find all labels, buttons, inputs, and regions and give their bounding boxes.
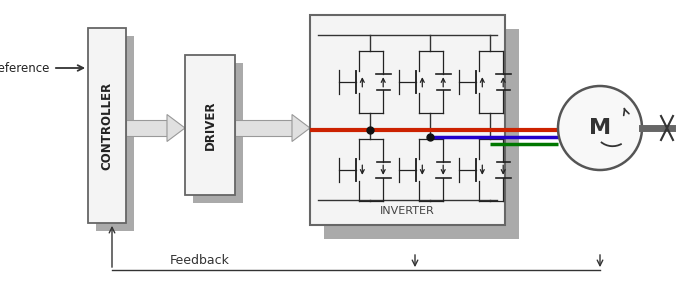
Text: DRIVER: DRIVER [204,100,216,150]
Polygon shape [292,115,310,141]
Bar [235,120,292,136]
Bar [310,15,505,225]
Bar [88,28,126,223]
Text: M: M [589,118,611,138]
Text: Reference: Reference [0,61,50,75]
Circle shape [558,86,642,170]
Bar [324,29,519,239]
Bar [126,120,167,136]
Text: Feedback: Feedback [170,254,230,266]
Bar [193,63,243,203]
Bar [96,36,134,231]
Text: INVERTER: INVERTER [380,206,435,216]
Bar [185,55,235,195]
Text: CONTROLLER: CONTROLLER [101,81,113,170]
Polygon shape [167,115,185,141]
